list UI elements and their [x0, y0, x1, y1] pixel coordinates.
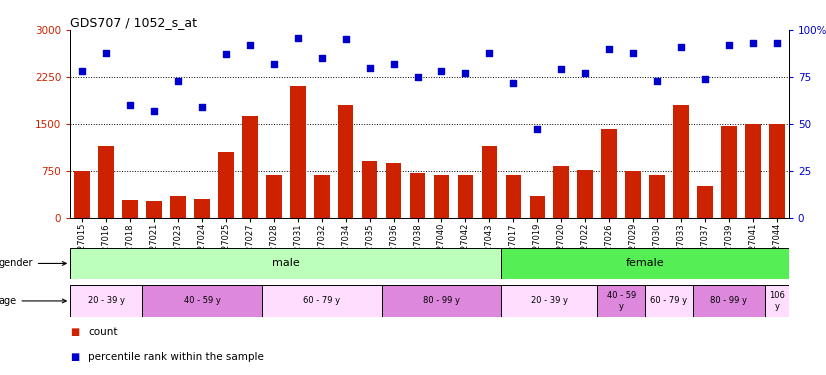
Text: 80 - 99 y: 80 - 99 y	[423, 296, 460, 305]
Point	[411, 74, 425, 80]
Point	[195, 104, 208, 110]
Text: 80 - 99 y: 80 - 99 y	[710, 296, 748, 305]
Bar	[769, 124, 785, 217]
Bar	[482, 146, 497, 218]
Bar	[70, 248, 501, 279]
Point	[220, 51, 233, 57]
Point	[626, 50, 639, 55]
Point	[530, 126, 544, 132]
Point	[770, 40, 783, 46]
Bar	[194, 200, 210, 217]
Point	[363, 64, 377, 70]
Bar	[597, 285, 645, 317]
Bar	[170, 196, 186, 217]
Point	[507, 80, 520, 86]
Bar	[382, 285, 501, 317]
Bar	[625, 171, 641, 217]
Bar	[314, 175, 330, 217]
Point	[172, 78, 185, 84]
Point	[578, 70, 591, 76]
Bar	[529, 196, 545, 217]
Point	[292, 34, 305, 40]
Bar	[122, 200, 138, 217]
Text: 40 - 59
y: 40 - 59 y	[606, 291, 636, 310]
Text: 106
y: 106 y	[769, 291, 785, 310]
Text: ■: ■	[70, 352, 79, 362]
Text: gender: gender	[0, 258, 66, 268]
Point	[674, 44, 687, 50]
Point	[459, 70, 472, 76]
Bar	[146, 201, 162, 217]
Bar	[673, 105, 689, 218]
Bar	[290, 86, 306, 218]
Text: 60 - 79 y: 60 - 79 y	[651, 296, 687, 305]
Bar	[386, 163, 401, 218]
Point	[434, 68, 448, 74]
Point	[746, 40, 759, 46]
Text: age: age	[0, 296, 66, 306]
Point	[339, 36, 352, 42]
Point	[387, 61, 401, 67]
Bar	[98, 146, 114, 218]
Bar	[501, 248, 789, 279]
Text: female: female	[626, 258, 664, 268]
Bar	[553, 166, 569, 218]
Point	[316, 55, 329, 61]
Bar	[745, 124, 761, 218]
Bar	[506, 175, 521, 217]
Bar	[262, 285, 382, 317]
Point	[555, 66, 568, 72]
Text: 20 - 39 y: 20 - 39 y	[88, 296, 125, 305]
Bar	[577, 170, 593, 217]
Point	[124, 102, 137, 108]
Bar	[645, 285, 693, 317]
Point	[699, 76, 712, 82]
Bar	[693, 285, 765, 317]
Text: 20 - 39 y: 20 - 39 y	[531, 296, 567, 305]
Bar	[721, 126, 737, 218]
Bar	[458, 175, 473, 217]
Bar	[501, 285, 597, 317]
Point	[148, 108, 161, 114]
Bar	[697, 186, 713, 218]
Bar	[362, 161, 377, 218]
Point	[100, 50, 113, 55]
Point	[244, 42, 257, 48]
Bar	[70, 285, 142, 317]
Point	[651, 78, 664, 84]
Point	[482, 50, 496, 55]
Bar	[601, 129, 617, 217]
Bar	[266, 175, 282, 217]
Bar	[142, 285, 262, 317]
Bar	[649, 175, 665, 217]
Text: GDS707 / 1052_s_at: GDS707 / 1052_s_at	[70, 16, 197, 29]
Point	[602, 46, 615, 52]
Bar	[74, 171, 90, 217]
Bar	[434, 175, 449, 217]
Point	[268, 61, 281, 67]
Point	[722, 42, 735, 48]
Point	[76, 68, 89, 74]
Bar	[242, 116, 258, 218]
Bar	[765, 285, 789, 317]
Text: percentile rank within the sample: percentile rank within the sample	[88, 352, 264, 362]
Text: ■: ■	[70, 327, 79, 337]
Bar	[338, 105, 354, 218]
Bar	[218, 152, 234, 217]
Text: 40 - 59 y: 40 - 59 y	[183, 296, 221, 305]
Bar	[410, 173, 425, 217]
Text: count: count	[88, 327, 118, 337]
Text: male: male	[272, 258, 300, 268]
Text: 60 - 79 y: 60 - 79 y	[303, 296, 340, 305]
